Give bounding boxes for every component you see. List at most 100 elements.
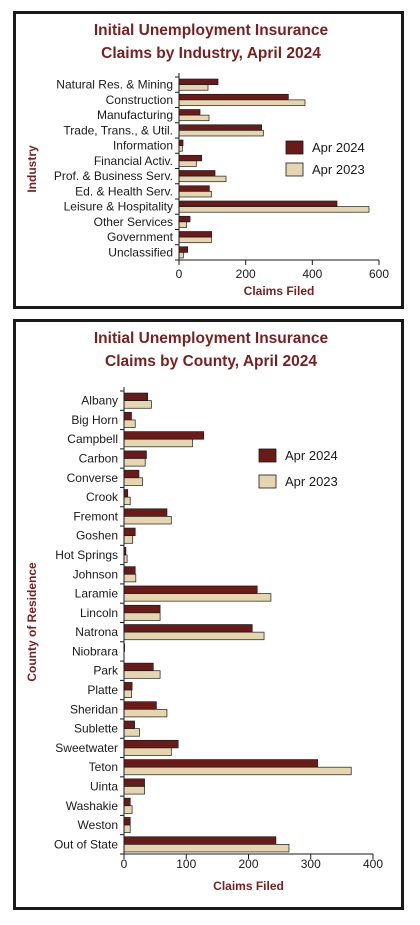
- bar-prof-business-serv-apr-2024: [178, 170, 216, 177]
- bar-washakie-apr-2024: [123, 797, 131, 807]
- bar-sweetwater-apr-2023: [123, 747, 172, 756]
- legend-label-apr-2023: Apr 2023: [285, 474, 338, 489]
- category-label-manufacturing: Manufacturing: [97, 108, 173, 122]
- category-label-converse: Converse: [67, 471, 119, 485]
- category-label-uinta: Uinta: [90, 779, 118, 793]
- chart-title-line: Claims by County, April 2024: [105, 353, 317, 370]
- bar-natural-res-mining-apr-2023: [178, 84, 209, 91]
- category-label-weston: Weston: [78, 818, 118, 832]
- industry-chart-panel: Initial Unemployment Insurance Claims by …: [13, 11, 404, 309]
- category-label-hot-springs: Hot Springs: [55, 548, 118, 562]
- bar-weston-apr-2024: [123, 817, 131, 826]
- x-tick-label: 100: [176, 857, 196, 871]
- bar-manufacturing-apr-2024: [178, 109, 201, 116]
- bar-leisure-hospitality-apr-2023: [178, 206, 370, 213]
- bar-ed-health-serv-apr-2023: [178, 191, 212, 198]
- bar-converse-apr-2024: [123, 469, 140, 479]
- category-label-natural-res-mining: Natural Res. & Mining: [56, 78, 173, 92]
- x-tick-label: 400: [302, 267, 322, 281]
- chart-title-line: Initial Unemployment Insurance: [94, 330, 329, 347]
- category-label-big-horn: Big Horn: [71, 413, 118, 427]
- category-label-carbon: Carbon: [79, 452, 118, 466]
- category-label-other-services: Other Services: [94, 215, 173, 229]
- y-axis-title: County of Residence: [25, 562, 39, 682]
- x-tick-label: 200: [238, 857, 258, 871]
- bar-trade-trans-util-apr-2024: [178, 124, 263, 131]
- bar-campbell-apr-2023: [123, 438, 193, 448]
- category-label-teton: Teton: [89, 760, 118, 774]
- category-label-sublette: Sublette: [74, 722, 118, 736]
- bar-government-apr-2023: [178, 236, 212, 244]
- category-label-construction: Construction: [106, 93, 173, 107]
- bar-leisure-hospitality-apr-2024: [178, 200, 338, 207]
- bar-laramie-apr-2024: [123, 585, 258, 594]
- bar-washakie-apr-2023: [123, 805, 133, 814]
- bar-lincoln-apr-2024: [123, 604, 161, 614]
- bar-park-apr-2024: [123, 662, 154, 672]
- bar-johnson-apr-2023: [123, 573, 137, 583]
- bar-sheridan-apr-2024: [123, 701, 157, 710]
- bar-other-services-apr-2023: [178, 221, 188, 228]
- bar-construction-apr-2023: [178, 99, 306, 106]
- category-label-washakie: Washakie: [66, 799, 119, 813]
- bar-johnson-apr-2024: [123, 566, 136, 575]
- bar-sublette-apr-2024: [123, 720, 135, 729]
- bar-sublette-apr-2023: [123, 728, 140, 737]
- category-label-johnson: Johnson: [73, 567, 118, 581]
- y-axis-title: Industry: [25, 145, 39, 193]
- category-label-sweetwater: Sweetwater: [55, 741, 118, 755]
- category-label-out-of-state: Out of State: [54, 837, 118, 851]
- bar-uinta-apr-2023: [123, 786, 145, 795]
- category-label-lincoln: Lincoln: [80, 606, 118, 620]
- category-label-platte: Platte: [87, 683, 118, 697]
- bar-government-apr-2024: [178, 231, 213, 238]
- bar-fremont-apr-2024: [123, 508, 168, 517]
- bar-fremont-apr-2023: [123, 516, 172, 525]
- bar-goshen-apr-2024: [123, 527, 136, 537]
- bar-campbell-apr-2024: [123, 431, 205, 440]
- bar-financial-activ-apr-2023: [178, 160, 197, 167]
- category-label-leisure-hospitality: Leisure & Hospitality: [64, 200, 173, 214]
- bar-financial-activ-apr-2024: [178, 154, 203, 162]
- x-tick-label: 300: [301, 857, 321, 871]
- category-label-government: Government: [107, 230, 174, 244]
- x-tick-label: 200: [236, 267, 256, 281]
- bar-teton-apr-2024: [123, 759, 318, 768]
- bar-information-apr-2024: [178, 139, 184, 146]
- county-chart-panel: Initial Unemployment Insurance Claims by …: [13, 319, 404, 910]
- bar-converse-apr-2023: [123, 477, 144, 486]
- chart-title-line: Initial Unemployment Insurance: [94, 22, 329, 39]
- category-label-ed-health-serv: Ed. & Health Serv.: [75, 184, 173, 198]
- category-label-financial-activ: Financial Activ.: [94, 154, 173, 168]
- bar-big-horn-apr-2023: [123, 419, 136, 428]
- category-label-crook: Crook: [86, 490, 119, 504]
- bar-ed-health-serv-apr-2024: [178, 185, 210, 192]
- x-tick-label: 0: [176, 267, 183, 281]
- bar-unclassified-apr-2024: [178, 246, 189, 253]
- bar-laramie-apr-2023: [123, 593, 272, 602]
- category-label-natrona: Natrona: [75, 625, 118, 639]
- bar-goshen-apr-2023: [123, 535, 134, 544]
- category-label-prof-business-serv: Prof. & Business Serv.: [54, 169, 173, 183]
- bar-albany-apr-2024: [123, 392, 149, 401]
- category-label-trade-trans-util: Trade, Trans., & Util.: [63, 123, 173, 137]
- category-label-niobrara: Niobrara: [72, 644, 118, 658]
- bar-lincoln-apr-2023: [123, 612, 161, 621]
- bar-construction-apr-2024: [178, 93, 289, 101]
- bar-park-apr-2023: [123, 670, 161, 679]
- x-tick-label: 400: [363, 857, 383, 871]
- category-label-sheridan: Sheridan: [70, 702, 118, 716]
- x-axis-title: Claims Filed: [244, 284, 315, 298]
- legend-label-apr-2024: Apr 2024: [312, 140, 365, 155]
- x-tick-label: 0: [121, 857, 128, 871]
- bar-teton-apr-2023: [123, 766, 352, 776]
- industry-chart: Initial Unemployment Insurance Claims by …: [25, 22, 389, 298]
- bar-crook-apr-2023: [123, 496, 131, 506]
- bar-sheridan-apr-2023: [123, 708, 168, 718]
- category-label-campbell: Campbell: [67, 432, 118, 446]
- category-label-park: Park: [93, 664, 119, 678]
- bar-weston-apr-2023: [123, 824, 131, 834]
- x-tick-label: 600: [369, 267, 389, 281]
- legend-label-apr-2024: Apr 2024: [285, 448, 338, 463]
- category-label-goshen: Goshen: [76, 529, 118, 543]
